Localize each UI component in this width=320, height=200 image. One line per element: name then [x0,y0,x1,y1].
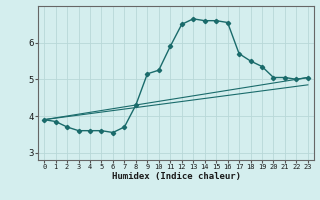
X-axis label: Humidex (Indice chaleur): Humidex (Indice chaleur) [111,172,241,181]
